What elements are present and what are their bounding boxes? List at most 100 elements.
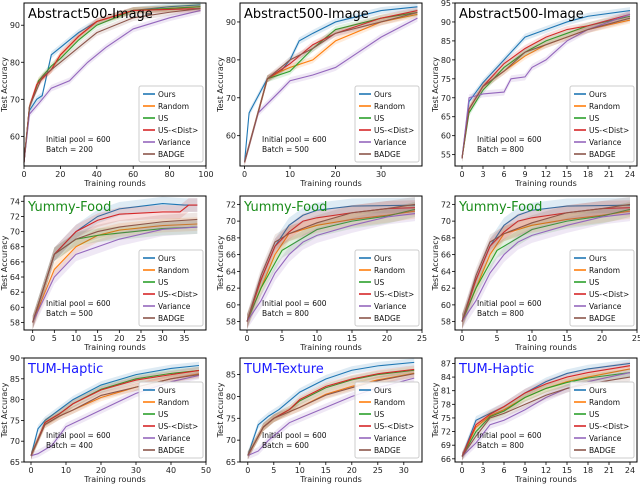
x-tick-label: 0 <box>21 170 26 179</box>
confidence-band-variance <box>462 368 630 461</box>
legend-label: Random <box>158 102 189 111</box>
x-tick-label: 3 <box>480 466 485 475</box>
confidence-band-variance <box>244 14 418 166</box>
series-line-ours <box>247 361 415 456</box>
series-line-badge <box>461 17 631 159</box>
legend-label: US <box>589 278 599 287</box>
y-tick-label: 90 <box>10 21 20 30</box>
x-tick-label: 15 <box>562 170 572 179</box>
subplot-2: 0 10 20 30 60 70 80 90 Training rounds Test Accur… <box>216 2 423 188</box>
legend-label: US <box>589 410 599 419</box>
y-tick-label: 64 <box>226 267 236 276</box>
series-line-badge <box>23 8 201 163</box>
y-axis-label: Test Accuracy <box>0 382 9 438</box>
x-tick-label: 25 <box>373 466 383 475</box>
annotation-text: Initial pool = 600 <box>46 431 111 440</box>
series-line-us <box>246 208 416 322</box>
legend-label: Ours <box>374 254 392 263</box>
y-axis-label: Test Accuracy <box>431 382 440 438</box>
legend-label: Ours <box>589 254 607 263</box>
y-tick-label: 85 <box>226 371 236 380</box>
y-tick-label: 58 <box>441 318 451 327</box>
series-line-variance <box>244 17 418 163</box>
y-tick-label: 80 <box>226 392 236 401</box>
x-tick-label: 20 <box>96 466 106 475</box>
legend: Ours Random US US-<Dist> Variance BADGE <box>138 381 204 459</box>
confidence-band-badge <box>31 370 199 460</box>
confidence-band-random <box>24 3 201 166</box>
y-tick-label: 80 <box>441 56 451 65</box>
x-tick-label: 18 <box>583 466 593 475</box>
confidence-band-random <box>462 16 630 162</box>
y-axis-label: Test Accuracy <box>216 235 225 291</box>
legend-label: Ours <box>374 386 392 395</box>
y-tick-label: 70 <box>226 436 236 445</box>
subplot-title: Abstract500-Image <box>28 7 153 22</box>
series-line-ours <box>23 4 201 163</box>
annotation-text: Batch = 200 <box>46 145 93 154</box>
legend-label: Ours <box>158 386 176 395</box>
x-tick-label: 80 <box>165 170 175 179</box>
series-line-badge <box>30 374 200 456</box>
legend-label: Ours <box>374 90 392 99</box>
x-tick-label: 5 <box>494 334 499 343</box>
confidence-band-ours <box>462 359 630 461</box>
y-tick-label: 60 <box>10 132 20 141</box>
x-tick-label: 20 <box>55 170 65 179</box>
x-tick-label: 6 <box>501 170 506 179</box>
confidence-band-badge <box>462 196 630 330</box>
y-tick-label: 90 <box>226 18 236 27</box>
y-tick-label: 65 <box>10 458 20 467</box>
confidence-band-variance <box>32 220 198 330</box>
x-tick-label: 0 <box>459 466 464 475</box>
legend: Ours Random US US-<Dist> Variance BADGE <box>569 85 635 163</box>
y-tick-label: 85 <box>10 375 20 384</box>
x-tick-label: 10 <box>295 466 305 475</box>
series-line-badge <box>246 203 416 322</box>
legend: Ours Random US US-<Dist> Variance BADGE <box>354 249 420 327</box>
x-axis-label: Training rounds <box>83 343 146 352</box>
series-line-variance <box>23 9 201 163</box>
annotation-text: Batch = 400 <box>46 441 93 450</box>
x-tick-label: 60 <box>128 170 138 179</box>
confidence-band-variance <box>247 206 415 330</box>
axes-frame <box>23 195 207 331</box>
x-tick-label: 21 <box>604 170 614 179</box>
subplot-7: 0 10 20 30 40 50 65 70 75 80 85 90 Training rounds Te… <box>0 354 211 484</box>
legend: Ours Random US US-<Dist> Variance BADGE <box>138 249 204 327</box>
x-tick-label: 35 <box>179 334 189 343</box>
annotation-text: Initial pool = 600 <box>262 135 327 144</box>
legend-label: US-<Dist> <box>374 290 414 299</box>
confidence-band-random <box>462 203 630 330</box>
legend-label: Variance <box>374 302 407 311</box>
y-tick-label: 72 <box>441 200 451 209</box>
annotation-text: Initial pool = 600 <box>262 431 327 440</box>
series-line-variance <box>32 226 198 323</box>
legend-box <box>569 85 635 163</box>
legend-label: Ours <box>589 386 607 395</box>
legend-label: Random <box>589 102 620 111</box>
confidence-band-ours <box>247 197 415 330</box>
x-tick-label: 18 <box>583 170 593 179</box>
y-tick-label: 70 <box>10 95 20 104</box>
legend-box <box>138 85 204 163</box>
y-axis-label: Test Accuracy <box>0 235 9 291</box>
y-tick-label: 75 <box>441 75 451 84</box>
y-tick-label: 80 <box>10 58 20 67</box>
x-tick-label: 20 <box>347 466 357 475</box>
legend-label: BADGE <box>158 314 185 323</box>
series-line-ours <box>30 364 200 456</box>
legend-label: Random <box>374 266 405 275</box>
legend-label: US-<Dist> <box>589 422 629 431</box>
axes-frame <box>23 357 207 463</box>
y-axis-label: Test Accuracy <box>216 57 225 113</box>
x-tick-label: 24 <box>625 170 635 179</box>
x-tick-label: 20 <box>597 334 607 343</box>
axes-frame <box>23 2 207 167</box>
legend-label: Variance <box>158 138 191 147</box>
legend-box <box>138 381 204 459</box>
x-tick-label: 10 <box>61 466 71 475</box>
x-tick-label: 15 <box>93 334 103 343</box>
legend-label: Variance <box>158 302 191 311</box>
